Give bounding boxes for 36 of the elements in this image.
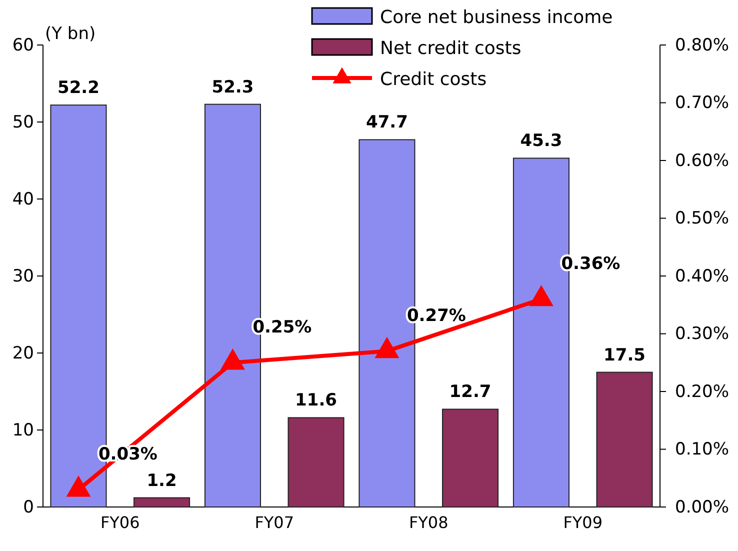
bar: [442, 408, 499, 508]
data-label: 45.3: [520, 131, 562, 152]
y-tick-label: 10: [12, 420, 34, 440]
legend-label: Credit costs: [380, 69, 487, 90]
data-label: 11.6: [295, 390, 337, 411]
y2-tick-label: 0.80%: [675, 35, 730, 56]
y2-tick-label: 0.30%: [675, 324, 730, 344]
x-tick-label: FY08: [408, 513, 448, 532]
y2-tick-label: 0.00%: [675, 497, 730, 518]
data-label: 1.2: [146, 470, 177, 491]
data-label: 17.5: [604, 345, 646, 366]
y2-tick-label: 0.60%: [675, 150, 730, 171]
y-tick-label: 40: [12, 189, 34, 210]
data-label: 47.7: [366, 112, 408, 133]
bar: [134, 497, 190, 508]
y-tick-label: 0: [23, 497, 34, 518]
data-label: 52.2: [58, 78, 100, 98]
data-label: 12.7: [449, 382, 492, 402]
y-tick-label: 30: [12, 266, 34, 286]
data-label: 52.3: [212, 77, 254, 98]
bar: [288, 417, 344, 508]
y-tick-label: 20: [12, 343, 34, 364]
legend-label: Core net business income: [380, 7, 613, 28]
y2-tick-label: 0.40%: [675, 266, 730, 286]
y-axis-title: (Y bn): [45, 24, 96, 44]
x-tick-label: FY06: [100, 513, 140, 532]
legend-label: Net credit costs: [380, 38, 522, 59]
x-tick-label: FY07: [254, 513, 294, 532]
bar: [596, 372, 653, 508]
y-tick-label: 60: [12, 35, 34, 56]
y-tick-label: 50: [12, 112, 34, 132]
y2-tick-label: 0.10%: [675, 440, 730, 460]
x-tick-label: FY09: [563, 513, 603, 532]
y2-tick-label: 0.70%: [675, 93, 730, 114]
y2-tick-label: 0.50%: [675, 208, 730, 229]
y2-tick-label: 0.20%: [675, 382, 730, 402]
